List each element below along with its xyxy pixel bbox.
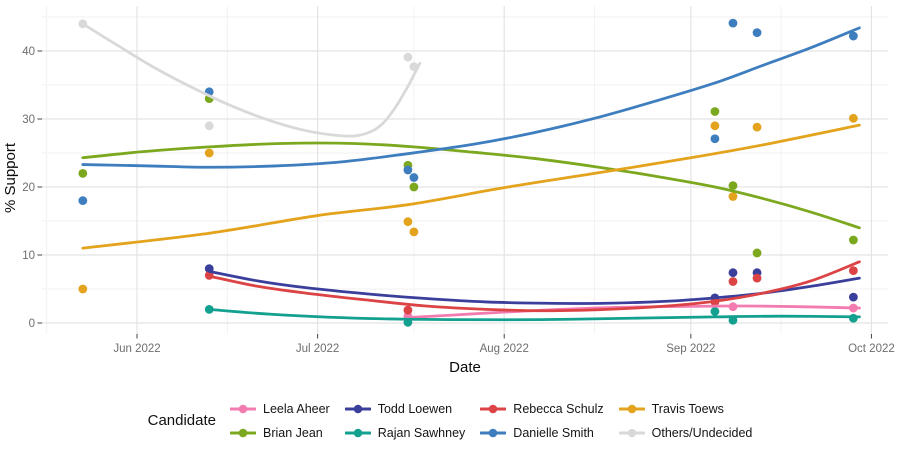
legend-item-travis-toews: Travis Toews	[618, 397, 753, 420]
legend-key-icon	[480, 404, 507, 413]
legend-key-icon	[230, 404, 256, 413]
data-point	[728, 268, 738, 278]
legend-title: Candidate	[147, 412, 216, 429]
data-points-travis-toews	[78, 113, 858, 294]
data-point	[409, 173, 419, 182]
legend-key-dot	[353, 428, 363, 437]
legend-items: Leela Aheer Brian Jean Todd Loewen Rajan Sa…	[230, 397, 752, 444]
data-point	[728, 18, 738, 28]
legend-key-dot	[353, 404, 363, 413]
legend-key-icon	[230, 428, 256, 437]
data-points-todd-loewen	[204, 264, 858, 303]
data-point	[710, 107, 720, 116]
x-axis-tick-label: Aug 2022	[480, 343, 529, 355]
data-points-danielle-smith	[78, 18, 858, 206]
trend-line-rajan-sawhney	[207, 308, 861, 322]
legend-item-label: Rebecca Schulz	[513, 401, 604, 416]
trend-line-brian-jean	[81, 141, 861, 230]
data-point	[728, 315, 738, 325]
legend-key-dot	[238, 404, 248, 413]
data-point	[752, 248, 762, 258]
legend-item-label: Travis Toews	[651, 401, 724, 416]
legend-item-label: Todd Loewen	[377, 401, 453, 416]
trend-line-rebecca-schulz	[207, 260, 861, 313]
trend-line-travis-toews	[81, 123, 861, 250]
data-point	[403, 165, 413, 175]
legend-key-icon	[344, 404, 371, 413]
y-axis-tick-label: 30	[22, 114, 35, 126]
data-point	[848, 113, 858, 123]
y-axis-tick-label: 0	[29, 318, 35, 330]
data-point	[752, 122, 762, 132]
trend-line-leela-aheer	[406, 304, 861, 319]
data-point	[409, 227, 419, 237]
data-point	[78, 169, 88, 178]
y-axis-tick-label: 40	[22, 46, 35, 58]
legend-key-icon	[618, 404, 645, 413]
legend-key-dot	[488, 404, 498, 413]
trend-line-others-undecided	[81, 22, 422, 138]
trend-line-todd-loewen	[207, 269, 861, 305]
legend-item-label: Rajan Sawhney	[377, 425, 466, 440]
legend-item-rajan-sawhney: Rajan Sawhney	[344, 421, 466, 444]
data-point	[409, 182, 419, 192]
legend-key-dot	[627, 404, 636, 413]
data-point	[728, 192, 738, 201]
data-point	[710, 307, 720, 316]
x-axis-tick-label: Jun 2022	[113, 343, 160, 355]
trend-line-danielle-smith	[81, 26, 861, 169]
legend-item-brian-jean: Brian Jean	[230, 421, 330, 444]
legend-item-leela-aheer: Leela Aheer	[230, 397, 330, 420]
legend-key-dot	[627, 428, 636, 437]
x-axis-tick-label: Sep 2022	[666, 343, 715, 355]
legend-key-dot	[488, 428, 498, 437]
legend-key-dot	[238, 428, 248, 437]
legend-item-danielle-smith: Danielle Smith	[480, 421, 603, 444]
data-point	[204, 148, 214, 158]
data-point	[848, 31, 858, 41]
x-axis-tick-label: Oct 2022	[848, 343, 895, 355]
legend: Candidate Leela Aheer Brian Jean Todd Loew…	[0, 397, 900, 444]
y-axis-tick-label: 20	[22, 182, 35, 194]
data-points-others-undecided	[78, 19, 419, 131]
data-point	[848, 266, 858, 276]
x-axis-title: Date	[449, 359, 481, 376]
data-point	[848, 235, 858, 245]
data-point	[848, 292, 858, 302]
data-point	[710, 121, 720, 131]
data-point	[728, 181, 738, 191]
data-point	[78, 284, 88, 294]
legend-key-icon	[480, 428, 507, 437]
data-point	[710, 134, 720, 144]
legend-item-label: Brian Jean	[263, 425, 323, 440]
plot-area: Jun 2022 Jul 2022 Aug 2022 Sep 2022 Oct 2022…	[2, 6, 895, 376]
legend-item-label: Leela Aheer	[263, 401, 330, 416]
legend-item-rebecca-schulz: Rebecca Schulz	[480, 397, 604, 420]
legend-item-others-undecided: Others/Undecided	[618, 421, 753, 444]
legend-item-todd-loewen: Todd Loewen	[344, 397, 466, 420]
data-point	[403, 52, 413, 62]
y-axis-tick-label: 10	[22, 250, 35, 262]
x-axis-tick-label: Jul 2022	[296, 343, 339, 355]
data-points-brian-jean	[78, 94, 858, 258]
legend-item-label: Danielle Smith	[513, 425, 594, 440]
legend-key-icon	[344, 428, 371, 437]
y-axis-title: % Support	[2, 142, 19, 213]
data-point	[728, 277, 738, 286]
data-point	[403, 217, 413, 227]
legend-key-icon	[618, 428, 645, 437]
data-point	[78, 196, 88, 206]
data-point	[204, 121, 214, 131]
data-point	[403, 305, 413, 315]
data-point	[752, 273, 762, 283]
legend-item-label: Others/Undecided	[651, 425, 753, 440]
data-point	[752, 28, 762, 38]
